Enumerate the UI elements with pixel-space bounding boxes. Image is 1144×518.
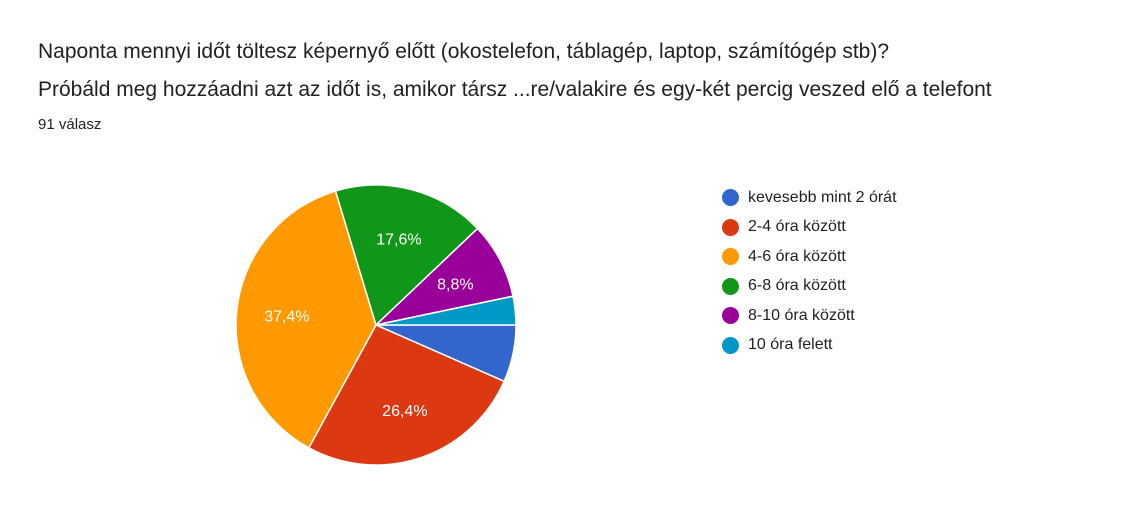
legend-label: 2-4 óra között bbox=[748, 218, 846, 236]
slice-label-5: 8,8% bbox=[437, 276, 473, 293]
legend-dot-icon bbox=[722, 248, 739, 266]
legend-dot-icon bbox=[722, 307, 739, 325]
legend-item-6[interactable]: 10 óra felett bbox=[722, 331, 897, 361]
legend-item-4[interactable]: 6-8 óra között bbox=[722, 272, 897, 302]
slice-label-2: 26,4% bbox=[382, 403, 427, 420]
chart-title-line-2: Próbáld meg hozzáadni azt az időt is, am… bbox=[38, 78, 992, 101]
response-count: 91 válasz bbox=[38, 116, 102, 133]
legend-item-2[interactable]: 2-4 óra között bbox=[722, 213, 897, 243]
legend-dot-icon bbox=[722, 189, 739, 207]
legend-label: 6-8 óra között bbox=[748, 277, 846, 295]
chart-title-line-1: Naponta mennyi időt töltesz képernyő elő… bbox=[38, 40, 890, 63]
legend-label: 10 óra felett bbox=[748, 336, 833, 354]
legend-dot-icon bbox=[722, 336, 739, 354]
legend-dot-icon bbox=[722, 277, 739, 295]
legend-label: 4-6 óra között bbox=[748, 247, 846, 265]
slice-label-3: 37,4% bbox=[264, 309, 309, 326]
legend-label: 8-10 óra között bbox=[748, 306, 855, 324]
legend-dot-icon bbox=[722, 218, 739, 236]
pie-slice-6 bbox=[375, 295, 517, 326]
slice-label-4: 17,6% bbox=[376, 231, 421, 248]
legend-label: kevesebb mint 2 órát bbox=[748, 188, 897, 206]
legend: kevesebb mint 2 órát 2-4 óra között 4-6 ór… bbox=[722, 183, 897, 360]
legend-item-1[interactable]: kevesebb mint 2 órát bbox=[722, 183, 897, 213]
legend-item-5[interactable]: 8-10 óra között bbox=[722, 301, 897, 331]
pie-slice-4 bbox=[334, 184, 479, 327]
pie-slice-3 bbox=[235, 190, 377, 449]
legend-item-3[interactable]: 4-6 óra között bbox=[722, 242, 897, 272]
